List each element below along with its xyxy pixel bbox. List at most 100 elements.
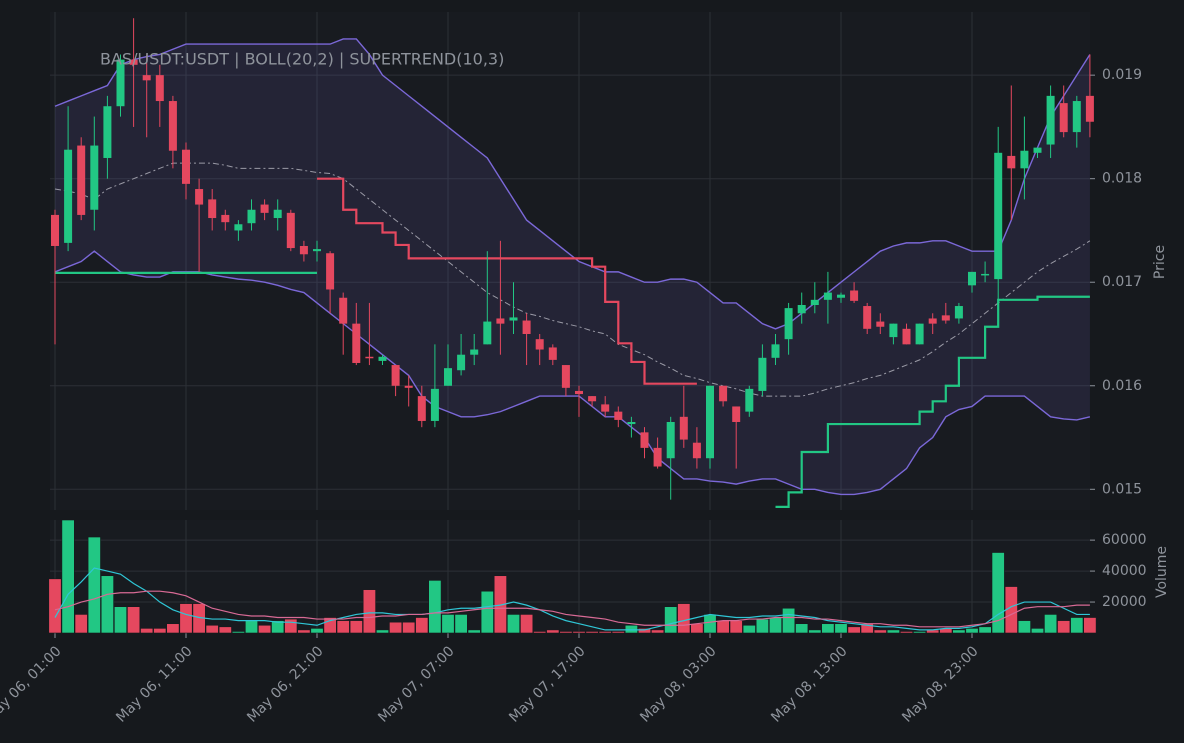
volume-bar — [742, 624, 756, 634]
candle-body — [496, 318, 505, 324]
candle-body — [561, 365, 570, 388]
volume-bar — [166, 623, 180, 634]
x-tick-label: May 07, 17:00 — [506, 643, 588, 725]
volume-bar — [664, 606, 678, 634]
volume-bar — [506, 614, 520, 634]
candle-body — [470, 349, 479, 355]
candle-body — [614, 411, 623, 420]
volume-bar — [297, 629, 311, 634]
volume-bar — [624, 624, 638, 634]
volume-bar — [847, 626, 861, 634]
x-tick-label: May 06, 21:00 — [244, 643, 326, 725]
candle-body — [103, 106, 112, 158]
volume-bar — [913, 631, 927, 634]
x-tick-label: May 08, 23:00 — [899, 643, 981, 725]
volume-bar — [258, 624, 272, 634]
candle-body — [430, 388, 439, 421]
volume-bar — [978, 626, 992, 634]
volume-bar — [598, 631, 612, 634]
volume-bar — [402, 621, 416, 634]
candle-body — [941, 315, 950, 321]
candle-body — [588, 396, 597, 402]
candle-body — [810, 299, 819, 306]
volume-tick-label: 20000 — [1102, 594, 1147, 610]
candle-body — [286, 212, 295, 249]
volume-bar — [480, 590, 494, 634]
candle-body — [745, 388, 754, 412]
bollinger-band — [55, 38, 1090, 495]
candle-body — [51, 214, 59, 246]
candle-body — [483, 321, 492, 345]
candle-body — [889, 323, 898, 338]
volume-bar — [428, 580, 442, 634]
volume-bar — [61, 519, 75, 634]
volume-bar — [651, 629, 665, 634]
volume-bar — [585, 631, 599, 634]
volume-bar — [74, 614, 88, 634]
candle-body — [928, 318, 937, 324]
candle-body — [1059, 103, 1068, 133]
y-tick-label: 0.015 — [1102, 481, 1142, 497]
candle-body — [640, 432, 649, 448]
candle-body — [444, 368, 452, 386]
volume-bar — [729, 620, 743, 634]
volume-bar — [1083, 617, 1097, 634]
candle-body — [247, 209, 256, 224]
volume-bar — [87, 536, 101, 634]
volume-bar — [768, 617, 782, 634]
volume-bar — [100, 575, 114, 634]
x-tick-label: May 06, 01:00 — [0, 643, 65, 725]
volume-bar — [886, 629, 900, 634]
volume-ma — [54, 590, 1090, 628]
candle-body — [195, 189, 204, 205]
volume-bar — [336, 620, 350, 634]
candle-body — [797, 305, 806, 314]
volume-bar — [140, 628, 154, 634]
candle-body — [352, 323, 361, 363]
candle-body — [863, 306, 872, 329]
y-tick-label: 0.018 — [1102, 171, 1142, 187]
y-axis-label: Price — [1152, 245, 1168, 279]
candle-body — [142, 75, 151, 81]
candle-body — [954, 306, 963, 319]
volume-bar — [965, 628, 979, 634]
volume-bar — [1017, 620, 1031, 634]
candle-body — [548, 347, 557, 360]
volume-bar — [493, 575, 507, 634]
y-tick-label: 0.019 — [1102, 67, 1142, 83]
candle-body — [876, 321, 885, 327]
candle-body — [208, 199, 217, 219]
candle-body — [64, 149, 73, 243]
candle-body — [168, 101, 177, 151]
volume-bar — [782, 607, 796, 634]
volume-bar — [310, 628, 324, 634]
candle-body — [1085, 95, 1094, 122]
candle-body — [823, 292, 832, 300]
volume-bar — [245, 620, 259, 634]
volume-bar — [271, 620, 285, 634]
volume-bar — [284, 618, 298, 634]
volume-bar — [205, 624, 219, 634]
volume-bar — [1031, 628, 1045, 634]
candle-body — [378, 356, 387, 361]
volume-bar — [559, 631, 573, 634]
volume-ma — [54, 567, 1090, 631]
volume-bar — [127, 606, 141, 634]
candle-body — [260, 204, 269, 213]
volume-bar — [375, 629, 389, 634]
candle-body — [365, 356, 374, 359]
volume-bar — [441, 614, 455, 634]
volume-bar — [349, 620, 363, 634]
candle-body — [391, 365, 400, 386]
volume-bar — [637, 628, 651, 634]
candle-body — [1033, 147, 1042, 153]
candle-body — [535, 339, 544, 350]
candle-body — [732, 406, 741, 422]
candle-body — [90, 145, 99, 210]
candle-body — [902, 328, 911, 345]
x-tick-label: May 07, 07:00 — [375, 643, 457, 725]
x-tick-label: May 08, 13:00 — [768, 643, 850, 725]
candle-body — [994, 152, 1003, 280]
